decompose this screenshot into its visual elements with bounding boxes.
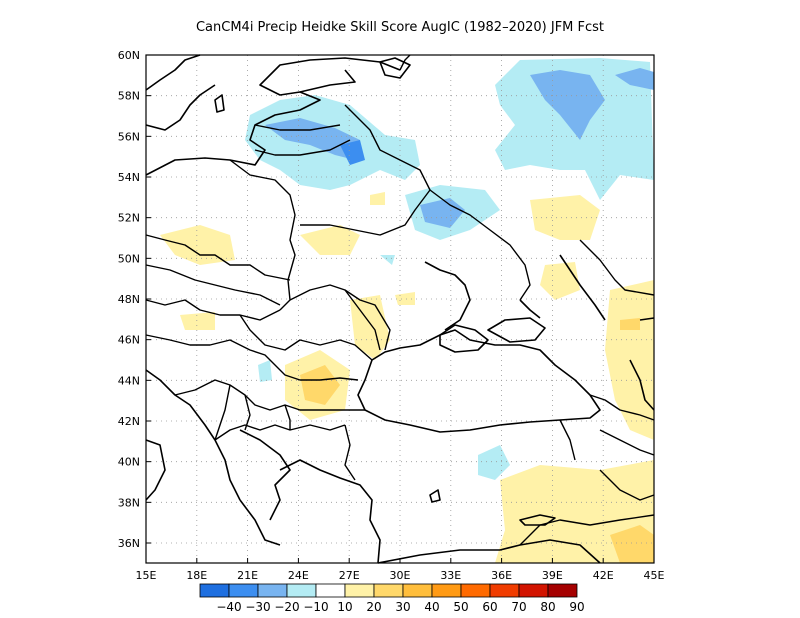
colorbar-label: 10 — [337, 600, 352, 614]
shaded-regions — [160, 58, 654, 563]
lat-label: 60N — [118, 49, 140, 62]
blue-region-ne-dark2 — [615, 68, 654, 90]
yellow-region-ural — [530, 195, 600, 240]
lon-label: 15E — [136, 569, 157, 582]
borders — [145, 54, 655, 546]
azov-coast — [487, 317, 546, 343]
lat-label: 44N — [118, 374, 140, 387]
yellow-region-moldova — [350, 295, 390, 360]
colorbar-swatch — [373, 583, 404, 598]
map-title: CanCM4i Precip Heidke Skill Score AugIC … — [195, 20, 605, 35]
colorbar-swatch — [489, 583, 520, 598]
blue-region-ne-dark — [530, 70, 605, 140]
colorbar-swatch — [518, 583, 549, 598]
don — [519, 299, 541, 319]
boundaries — [145, 54, 655, 564]
volga — [559, 254, 606, 321]
gotland — [214, 94, 225, 113]
finland-coast — [299, 61, 401, 93]
lon-label: 33E — [440, 569, 461, 582]
yellow-region-small3 — [620, 318, 640, 330]
colorbar-label: 30 — [395, 600, 410, 614]
lat-label: 36N — [118, 537, 140, 550]
lat-label: 50N — [118, 252, 140, 265]
baltic-coast — [145, 57, 381, 176]
longitude-axis: 15E 18E 21E 24E 27E 30E 33E 36E 39E 42E 45E — [136, 558, 665, 582]
lat-label: 58N — [118, 90, 140, 103]
lon-label: 24E — [288, 569, 309, 582]
colorbar-label: 20 — [366, 600, 381, 614]
lon-label: 27E — [339, 569, 360, 582]
lat-label: 56N — [118, 130, 140, 143]
lat-label: 38N — [118, 496, 140, 509]
lon-label: 36E — [491, 569, 512, 582]
lon-label: 30E — [390, 569, 411, 582]
lat-label: 46N — [118, 334, 140, 347]
dnipro — [424, 261, 471, 331]
colorbar-label: 40 — [424, 600, 439, 614]
colorbar-swatch — [315, 583, 346, 598]
blue-region-turkey — [478, 445, 510, 480]
blue-region-balkan — [258, 360, 272, 382]
colorbar-swatch — [257, 583, 288, 598]
colorbar-swatch — [228, 583, 259, 598]
colorbar-label: −10 — [303, 600, 328, 614]
colorbar-label: −30 — [245, 600, 270, 614]
blue-region-baltic-dark2 — [340, 140, 365, 165]
colorbar-label: 60 — [482, 600, 497, 614]
yellow-region-small2 — [180, 312, 215, 330]
colorbar: −40 −30 −20 −10 10 20 30 40 50 60 70 80 90 — [199, 583, 585, 614]
lat-label: 48N — [118, 293, 140, 306]
adriatic-coast — [145, 369, 241, 501]
italy-coast — [145, 439, 166, 501]
yellow-region-volga — [540, 262, 580, 300]
lat-label: 52N — [118, 212, 140, 225]
blue-region-baltic-dark — [265, 118, 360, 160]
colorbar-label: 90 — [569, 600, 584, 614]
colorbar-swatch — [286, 583, 317, 598]
turkey-lake — [429, 489, 441, 503]
crimea — [439, 324, 489, 353]
blue-region-ukr — [380, 255, 395, 265]
ladoga — [379, 57, 411, 79]
colorbar-swatch — [460, 583, 491, 598]
colorbar-swatch — [344, 583, 375, 598]
yellow-region-sw-turkey-dark — [610, 525, 654, 563]
yellow-region-small4 — [370, 192, 385, 205]
yellow-region-north — [300, 225, 360, 255]
lon-label: 42E — [593, 569, 614, 582]
lat-label: 42N — [118, 415, 140, 428]
blue-region-central-dark — [420, 198, 465, 228]
colorbar-label: −20 — [274, 600, 299, 614]
colorbar-label: 80 — [540, 600, 555, 614]
lat-label: 40N — [118, 456, 140, 469]
lon-label: 45E — [644, 569, 665, 582]
colorbar-swatch — [547, 583, 578, 598]
colorbar-swatch — [199, 583, 230, 598]
cyprus — [519, 514, 556, 526]
yellow-region-romania-dark — [300, 365, 340, 405]
lon-label: 21E — [237, 569, 258, 582]
colorbar-swatch — [431, 583, 462, 598]
colorbar-label: 50 — [453, 600, 468, 614]
aegean-coast — [239, 459, 381, 564]
greece-coast — [239, 429, 291, 521]
colorbar-swatch — [402, 583, 433, 598]
lat-label: 54N — [118, 171, 140, 184]
caspian-coast — [629, 317, 655, 411]
scandinavia — [145, 54, 216, 131]
colorbar-label: 70 — [511, 600, 526, 614]
latitude-axis: 36N 38N 40N 42N 44N 46N 48N 50N 52N 54N 56N 58N 60N — [118, 49, 151, 550]
lon-label: 39E — [542, 569, 563, 582]
lon-label: 18E — [186, 569, 207, 582]
colorbar-label: −40 — [216, 600, 241, 614]
turkey-coast — [377, 539, 601, 564]
